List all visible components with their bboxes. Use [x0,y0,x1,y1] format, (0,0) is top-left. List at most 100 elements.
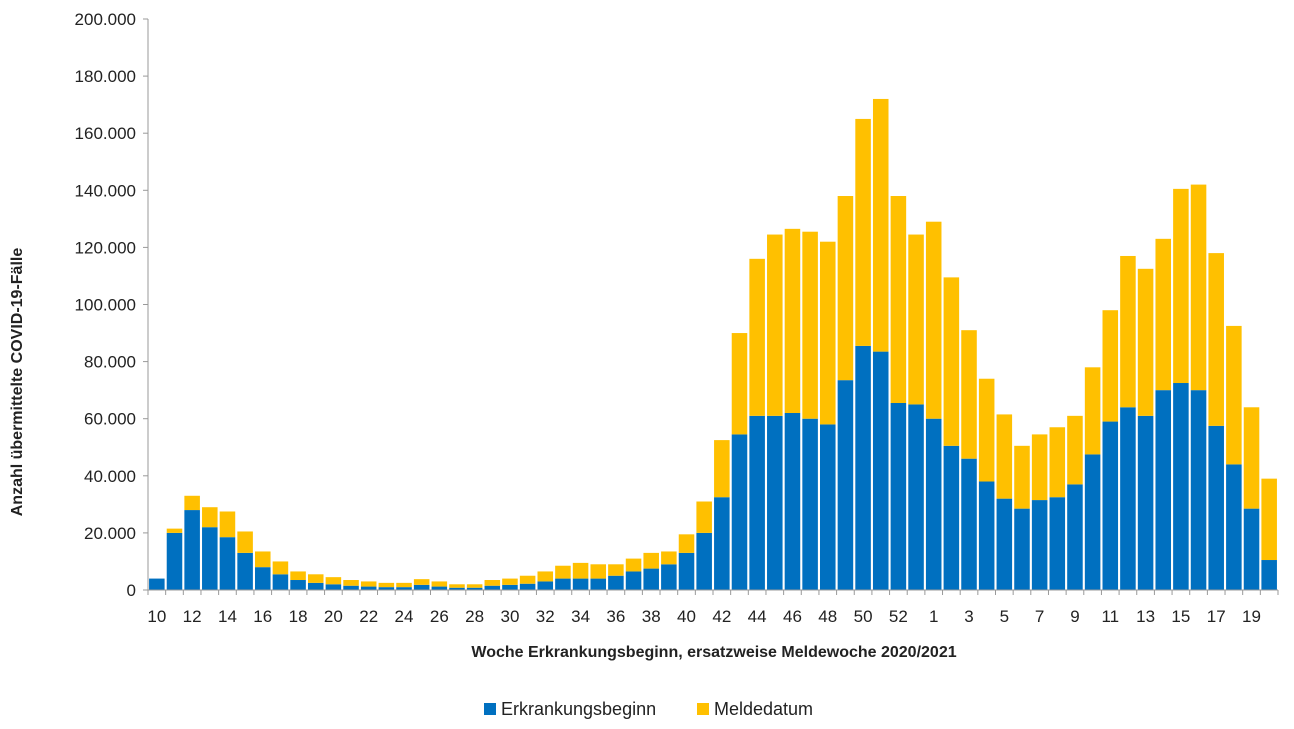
bar-erkrankungsbeginn-52 [1067,484,1083,590]
x-tick-label: 7 [1035,607,1044,626]
bar-erkrankungsbeginn-37 [802,418,818,590]
bar-erkrankungsbeginn-46 [961,458,977,590]
bar-meldedatum-37 [802,231,818,419]
bar-erkrankungsbeginn-35 [767,415,783,590]
y-tick-label: 80.000 [84,353,136,372]
bar-erkrankungsbeginn-44 [925,418,942,590]
x-tick-label: 20 [324,607,343,626]
bar-erkrankungsbeginn-8 [290,580,306,590]
bar-erkrankungsbeginn-1 [166,532,183,590]
bar-erkrankungsbeginn-45 [943,445,960,590]
x-axis-title: Woche Erkrankungsbeginn, ersatzweise Mel… [471,644,956,661]
bar-erkrankungsbeginn-26 [608,575,624,590]
bar-meldedatum-26 [608,564,624,576]
bar-meldedatum-3 [202,507,218,528]
bar-meldedatum-42 [890,196,907,403]
bar-meldedatum-5 [237,531,253,553]
bar-meldedatum-36 [784,228,801,413]
x-tick-label: 16 [253,607,272,626]
legend-label-meldedatum: Meldedatum [714,699,813,719]
bar-erkrankungsbeginn-5 [237,552,253,590]
bar-meldedatum-52 [1067,415,1083,485]
x-tick-label: 40 [677,607,696,626]
bar-meldedatum-16 [431,581,448,587]
x-tick-label: 26 [430,607,449,626]
legend: Erkrankungsbeginn Meldedatum [484,699,813,719]
bar-meldedatum-20 [502,578,518,585]
x-tick-label: 44 [748,607,767,626]
bar-meldedatum-39 [837,196,854,381]
bar-erkrankungsbeginn-17 [449,587,465,590]
bar-meldedatum-32 [714,440,730,498]
bar-meldedatum-9 [307,574,324,583]
bar-meldedatum-31 [696,501,712,533]
bar-erkrankungsbeginn-60 [1208,425,1224,590]
axes [147,19,1278,591]
x-tick-label: 12 [183,607,202,626]
y-tick-label: 0 [127,581,136,600]
y-tick-label: 20.000 [84,524,136,543]
bar-meldedatum-23 [555,565,571,579]
bar-meldedatum-41 [872,98,889,352]
bar-erkrankungsbeginn-55 [1120,407,1136,590]
bar-erkrankungsbeginn-13 [378,587,395,590]
bar-erkrankungsbeginn-56 [1137,415,1154,590]
x-tick-label: 22 [359,607,378,626]
bar-meldedatum-14 [396,582,412,588]
bar-erkrankungsbeginn-62 [1243,508,1260,590]
bar-erkrankungsbeginn-43 [908,404,924,590]
bar-meldedatum-40 [855,118,871,346]
bar-meldedatum-48 [996,414,1013,499]
bar-meldedatum-45 [943,277,960,446]
bar-meldedatum-51 [1049,427,1066,498]
bar-meldedatum-49 [1014,445,1030,509]
bar-erkrankungsbeginn-24 [572,578,589,590]
bar-meldedatum-43 [908,234,924,405]
bar-meldedatum-18 [466,584,483,588]
bar-erkrankungsbeginn-58 [1173,383,1189,590]
bar-erkrankungsbeginn-14 [396,587,412,590]
bar-erkrankungsbeginn-51 [1049,497,1066,590]
x-tick-label: 17 [1207,607,1226,626]
bar-meldedatum-4 [219,511,236,538]
bar-erkrankungsbeginn-28 [643,568,659,590]
bar-meldedatum-1 [166,528,183,533]
y-tick-label: 200.000 [75,10,136,29]
bar-erkrankungsbeginn-15 [413,584,430,590]
bar-meldedatum-6 [255,551,271,568]
x-tick-label: 38 [642,607,661,626]
bar-meldedatum-19 [484,580,501,586]
y-tick-label: 160.000 [75,124,136,143]
bar-erkrankungsbeginn-50 [1031,500,1048,590]
bar-meldedatum-55 [1120,255,1136,408]
x-tick-label: 11 [1101,607,1119,626]
bar-erkrankungsbeginn-3 [202,527,218,590]
x-tick-label: 24 [395,607,414,626]
bar-meldedatum-29 [661,551,677,565]
bar-meldedatum-13 [378,582,395,588]
bar-meldedatum-35 [767,234,783,416]
y-tick-label: 60.000 [84,410,136,429]
x-tick-label: 48 [818,607,837,626]
x-tick-label: 13 [1136,607,1155,626]
bar-erkrankungsbeginn-0 [149,578,165,590]
bar-erkrankungsbeginn-38 [820,424,836,590]
bar-meldedatum-56 [1137,268,1154,416]
bar-meldedatum-47 [978,378,995,482]
bar-erkrankungsbeginn-42 [890,403,907,590]
bar-meldedatum-60 [1208,253,1224,426]
bar-meldedatum-34 [749,258,765,416]
bar-erkrankungsbeginn-29 [661,564,677,590]
y-tick-label: 180.000 [75,67,136,86]
bar-erkrankungsbeginn-11 [343,585,359,590]
x-tick-label: 18 [289,607,308,626]
bar-meldedatum-53 [1084,367,1101,455]
bar-meldedatum-54 [1102,310,1119,422]
bar-erkrankungsbeginn-21 [519,583,536,590]
y-ticks: 0 20.000 40.000 60.000 80.000 100.000 120.000 1… [75,10,148,600]
bar-erkrankungsbeginn-59 [1190,390,1207,590]
x-tick-label: 3 [964,607,973,626]
x-tick-label: 9 [1070,607,1079,626]
bar-erkrankungsbeginn-10 [325,584,342,590]
x-tick-label: 30 [500,607,519,626]
